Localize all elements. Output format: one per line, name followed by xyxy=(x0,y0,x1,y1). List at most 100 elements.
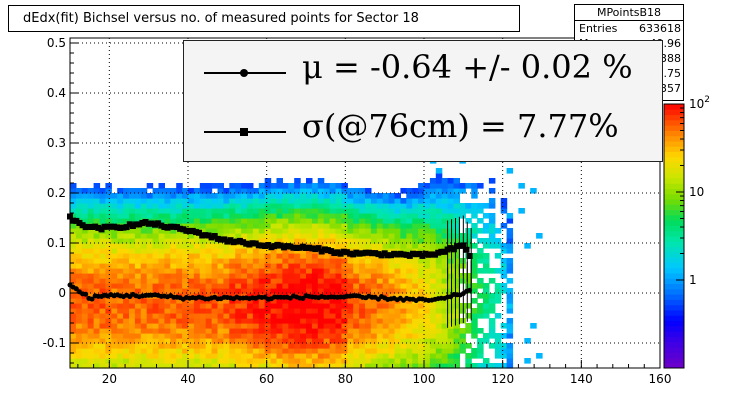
heatmap-cell xyxy=(81,308,89,314)
heatmap-cell xyxy=(447,218,455,224)
heatmap-cell xyxy=(140,198,148,204)
heatmap-cell xyxy=(447,208,455,214)
heatmap-cell xyxy=(317,333,325,339)
heatmap-cell xyxy=(247,358,254,364)
heatmap-cell xyxy=(211,303,219,309)
heatmap-cell xyxy=(93,358,101,364)
heatmap-cell xyxy=(252,323,260,329)
heatmap-cell xyxy=(335,223,342,229)
heatmap-cell xyxy=(329,228,337,234)
heatmap-cell xyxy=(158,243,165,249)
heatmap-cell xyxy=(412,313,419,319)
heatmap-cell xyxy=(258,188,266,194)
heatmap-cell xyxy=(205,313,213,319)
heatmap-cell xyxy=(211,358,219,364)
heatmap-cell xyxy=(341,213,348,219)
heatmap-cell xyxy=(394,273,401,279)
heatmap-cell xyxy=(288,343,295,349)
heatmap-cell xyxy=(294,318,301,324)
heatmap-cell xyxy=(241,313,248,319)
heatmap-cell xyxy=(282,278,289,284)
heatmap-cell xyxy=(347,273,354,279)
heatmap-cell xyxy=(317,188,325,194)
heatmap-cell xyxy=(270,268,278,274)
heatmap-cell xyxy=(217,228,224,234)
heatmap-cell xyxy=(376,213,384,219)
heatmap-cell xyxy=(258,358,266,364)
heatmap-cell xyxy=(229,328,236,334)
heatmap-cell xyxy=(388,228,396,234)
heatmap-cell xyxy=(323,288,331,294)
heatmap-cell xyxy=(406,223,413,229)
heatmap-cell xyxy=(270,253,278,259)
heatmap-cell xyxy=(170,268,177,274)
heatmap-cell xyxy=(400,278,407,284)
heatmap-cell xyxy=(488,233,496,239)
heatmap-cell xyxy=(323,343,331,349)
heatmap-cell xyxy=(264,248,272,254)
heatmap-cell xyxy=(435,268,443,274)
heatmap-cell xyxy=(129,203,136,209)
heatmap-cell xyxy=(488,343,496,349)
heatmap-cell xyxy=(264,293,272,299)
heatmap-cell xyxy=(223,283,230,289)
heatmap-cell xyxy=(117,278,124,284)
heatmap-cell xyxy=(311,283,319,289)
heatmap-cell xyxy=(205,218,213,224)
heatmap-cell xyxy=(87,363,95,369)
sigma-marker xyxy=(340,248,347,255)
heatmap-cell xyxy=(400,203,407,209)
heatmap-cell xyxy=(282,193,289,199)
heatmap-cell xyxy=(229,183,236,189)
heatmap-cell xyxy=(435,348,443,354)
heatmap-cell xyxy=(170,213,177,219)
heatmap-cell xyxy=(300,223,307,229)
heatmap-cell xyxy=(282,363,289,369)
heatmap-cell xyxy=(258,233,266,239)
heatmap-cell xyxy=(193,288,201,294)
heatmap-cell xyxy=(93,283,101,289)
heatmap-cell xyxy=(429,303,437,309)
heatmap-cell xyxy=(129,213,136,219)
heatmap-cell xyxy=(105,193,112,199)
heatmap-cell xyxy=(152,363,160,369)
heatmap-cell xyxy=(388,328,396,334)
heatmap-cell xyxy=(270,208,278,214)
heatmap-cell xyxy=(353,243,360,249)
heatmap-cell xyxy=(465,363,472,369)
heatmap-cell xyxy=(235,233,242,239)
heatmap-cell xyxy=(365,313,372,319)
heatmap-cell xyxy=(447,348,455,354)
palette-tick-label: 10 xyxy=(689,185,704,199)
heatmap-cell xyxy=(129,273,136,279)
heatmap-cell xyxy=(506,213,514,219)
heatmap-cell xyxy=(205,283,213,289)
heatmap-cell xyxy=(353,213,360,219)
heatmap-cell xyxy=(412,258,419,264)
heatmap-cell xyxy=(188,278,195,284)
sigma-marker xyxy=(161,224,168,230)
heatmap-cell xyxy=(276,238,283,244)
heatmap-cell xyxy=(75,208,83,214)
heatmap-cell xyxy=(217,323,224,329)
heatmap-cell xyxy=(394,263,401,269)
heatmap-cell xyxy=(264,363,272,369)
heatmap-cell xyxy=(217,318,224,324)
heatmap-cell xyxy=(447,283,455,289)
heatmap-cell xyxy=(252,343,260,349)
heatmap-cell xyxy=(140,343,148,349)
heatmap-cell xyxy=(75,238,83,244)
heatmap-cell xyxy=(193,278,201,284)
heatmap-cell xyxy=(359,203,366,209)
heatmap-cell xyxy=(406,348,413,354)
heatmap-cell xyxy=(229,318,236,324)
heatmap-cell xyxy=(158,238,165,244)
heatmap-cell xyxy=(406,313,413,319)
heatmap-cell xyxy=(146,348,154,354)
heatmap-cell xyxy=(394,218,401,224)
heatmap-cell xyxy=(311,188,319,194)
sigma-marker xyxy=(293,245,300,251)
sigma-marker xyxy=(454,243,460,250)
heatmap-cell xyxy=(70,318,77,324)
heatmap-cell xyxy=(306,283,313,289)
